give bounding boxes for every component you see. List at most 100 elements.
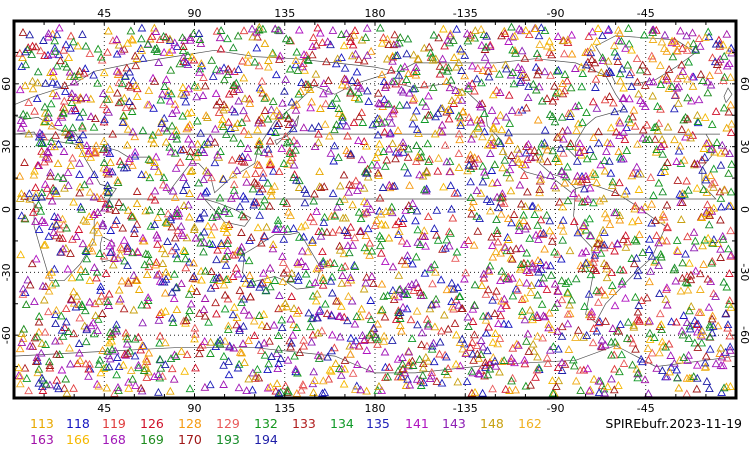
observation-marker-169 [371, 332, 381, 341]
observation-marker-162 [564, 345, 574, 353]
observation-marker-134 [92, 267, 102, 276]
observation-marker-141 [681, 132, 690, 141]
observation-marker-128 [496, 209, 506, 218]
observation-marker-129 [282, 264, 292, 273]
observation-marker-170 [535, 184, 545, 193]
observation-marker-135 [447, 204, 456, 213]
observation-marker-129 [44, 307, 53, 316]
observation-marker-193 [684, 185, 693, 194]
observation-marker-193 [415, 240, 425, 248]
observation-marker-143 [398, 138, 408, 146]
observation-marker-143 [398, 87, 408, 96]
observation-marker-141 [162, 183, 172, 191]
observation-marker-134 [624, 39, 634, 48]
observation-marker-128 [361, 231, 371, 240]
observation-marker-193 [309, 196, 319, 205]
observation-marker-118 [106, 226, 116, 234]
observation-marker-194 [103, 181, 112, 189]
observation-marker-194 [456, 44, 465, 53]
observation-marker-118 [123, 241, 132, 250]
observation-marker-169 [201, 266, 210, 275]
observation-marker-162 [422, 168, 432, 177]
observation-marker-128 [511, 385, 520, 394]
observation-marker-143 [239, 106, 248, 115]
observation-marker-168 [615, 130, 624, 139]
observation-marker-119 [485, 40, 495, 49]
observation-marker-193 [600, 156, 609, 165]
observation-marker-163 [191, 233, 201, 242]
observation-marker-141 [151, 152, 161, 161]
observation-marker-134 [684, 57, 694, 66]
observation-marker-193 [286, 274, 296, 283]
observation-marker-166 [259, 309, 269, 318]
observation-marker-168 [684, 350, 693, 359]
observation-marker-133 [284, 120, 294, 128]
observation-marker-168 [151, 27, 161, 35]
observation-marker-148 [114, 40, 124, 49]
observation-marker-163 [662, 300, 672, 309]
observation-marker-118 [71, 106, 80, 114]
top-lon-label: -45 [637, 7, 655, 20]
observation-marker-166 [187, 107, 196, 116]
observation-marker-126 [376, 248, 386, 257]
observation-marker-129 [298, 380, 308, 388]
observation-marker-168 [186, 299, 196, 308]
observation-marker-194 [408, 84, 418, 93]
observation-marker-193 [384, 99, 394, 108]
observation-marker-162 [572, 126, 581, 135]
observation-marker-143 [63, 180, 73, 189]
observation-marker-133 [229, 87, 238, 96]
observation-marker-194 [556, 143, 566, 152]
observation-marker-133 [547, 50, 556, 59]
observation-marker-162 [518, 70, 528, 79]
observation-marker-194 [194, 29, 204, 37]
observation-marker-163 [689, 227, 699, 236]
observation-marker-170 [686, 275, 696, 284]
observation-marker-193 [27, 49, 37, 58]
observation-marker-194 [154, 387, 163, 396]
observation-marker-126 [620, 135, 630, 144]
observation-marker-135 [681, 249, 690, 258]
observation-marker-163 [484, 265, 493, 274]
observation-marker-119 [423, 212, 433, 221]
observation-marker-194 [167, 313, 177, 322]
observation-marker-162 [434, 153, 443, 162]
observation-marker-129 [254, 61, 264, 70]
observation-marker-126 [588, 97, 598, 106]
observation-marker-128 [533, 255, 543, 264]
observation-marker-143 [682, 31, 691, 40]
observation-marker-119 [628, 168, 638, 177]
observation-marker-133 [41, 282, 51, 290]
observation-marker-141 [477, 118, 486, 127]
observation-marker-163 [359, 336, 369, 345]
observation-marker-163 [384, 144, 394, 153]
observation-marker-166 [219, 221, 229, 230]
observation-marker-194 [633, 271, 643, 280]
observation-marker-168 [362, 23, 372, 32]
observation-marker-169 [293, 65, 303, 74]
observation-marker-194 [599, 240, 609, 249]
observation-marker-134 [373, 334, 383, 343]
observation-marker-143 [596, 341, 606, 350]
observation-marker-168 [498, 189, 507, 198]
observation-marker-170 [262, 321, 272, 330]
observation-marker-143 [154, 58, 164, 66]
observation-marker-168 [466, 117, 475, 126]
observation-marker-170 [523, 187, 532, 196]
observation-marker-163 [420, 232, 430, 241]
observation-marker-162 [278, 302, 287, 311]
observation-marker-166 [179, 246, 188, 255]
observation-marker-133 [232, 320, 241, 329]
observation-marker-141 [467, 61, 477, 70]
observation-marker-118 [252, 43, 262, 52]
observation-marker-163 [722, 29, 732, 38]
observation-marker-118 [499, 319, 509, 328]
observation-marker-168 [297, 246, 307, 255]
observation-marker-126 [142, 300, 152, 309]
observation-marker-169 [632, 236, 641, 245]
observation-marker-166 [197, 275, 206, 284]
observation-marker-113 [581, 48, 590, 56]
observation-marker-170 [516, 199, 526, 208]
observation-marker-194 [698, 165, 707, 174]
observation-marker-194 [67, 133, 77, 141]
